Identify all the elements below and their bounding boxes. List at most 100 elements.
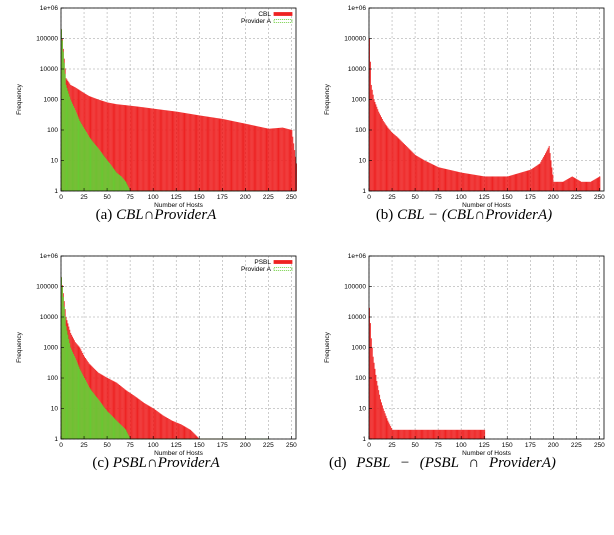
bar [226,119,228,191]
bar [219,118,221,191]
bar [155,108,156,191]
bar [460,429,462,439]
bar [559,181,561,191]
bar [373,362,375,439]
y-tick-label: 1 [54,188,58,195]
caption-b-math: CBL − (CBL∩ProviderA) [397,207,553,223]
bar [437,429,439,439]
bar [252,125,254,191]
x-tick-label: 100 [148,442,159,449]
panel-a: 0 25 50 75 100 125 150 175 200 225 250 1 10 100 1000 10… [6,0,306,245]
bar [119,104,121,191]
x-tick-label: 250 [594,442,605,449]
bar [181,424,183,439]
bar [225,119,227,191]
bar [113,168,115,191]
bar [93,142,95,191]
bar [548,145,550,191]
bar [415,155,416,191]
bar [101,100,103,191]
bar [120,104,122,191]
bar [212,117,214,191]
bar [113,103,115,191]
y-tick-label: 1 [362,188,366,195]
bar [427,162,429,191]
bar [589,181,591,191]
bar [394,135,396,191]
bar [154,409,155,439]
bar [379,113,381,191]
bar [104,101,106,191]
bar [478,175,480,191]
y-tick-label: 10 [359,406,367,413]
bar [203,116,205,191]
bar [419,157,421,191]
bar [168,110,170,191]
bar [463,172,464,191]
bar [94,143,96,191]
bar [72,353,74,439]
bar [479,429,481,439]
bar [466,429,468,439]
bar [206,116,208,191]
bar [231,120,233,191]
bar [190,430,192,439]
bar [496,176,498,191]
bar [513,174,515,191]
bar [118,384,120,439]
bar [63,62,65,192]
bar [120,386,122,439]
x-tick-label: 200 [548,194,559,201]
bar [139,106,141,191]
bar [584,181,586,191]
y-tick-label: 1000 [352,345,367,352]
bar [153,108,155,191]
x-tick-label: 200 [548,442,559,449]
bar [534,166,536,191]
bar [160,413,162,439]
bar [114,381,116,439]
bar [372,356,374,439]
bar [473,429,475,439]
series-main-bars [369,307,486,439]
bar [432,164,434,191]
bar [459,429,461,439]
bar [590,181,592,191]
x-tick-label: 125 [479,194,490,201]
bar [466,173,468,191]
y-tick-label: 10 [51,406,59,413]
x-tick-label: 125 [479,442,490,449]
bar [414,429,416,439]
bar [379,394,381,439]
legend-label: Provider A [241,18,272,25]
bar [388,128,390,191]
bar [451,429,452,439]
bar [443,168,445,191]
bar [260,127,262,191]
bar [122,427,124,439]
x-tick-label: 150 [194,442,205,449]
bar [213,117,214,191]
bar [113,381,115,439]
bar [131,105,133,191]
series-provider-a-bars [61,277,270,440]
bar [484,429,486,439]
bar [187,113,189,191]
bar [597,177,599,191]
y-axis-label: Frequency [16,331,23,362]
bar [429,429,431,439]
bar [65,84,67,191]
bar [163,109,165,191]
bar [420,429,422,439]
caption-a: (a) CBL∩ProviderA [6,206,306,224]
bar [545,151,547,191]
bar [528,170,530,191]
bar [96,396,97,439]
bar [393,134,395,191]
bar [124,105,126,191]
bar [129,105,131,191]
bar [78,118,80,191]
bar [86,383,88,439]
bar [475,429,477,439]
bar [200,115,202,191]
